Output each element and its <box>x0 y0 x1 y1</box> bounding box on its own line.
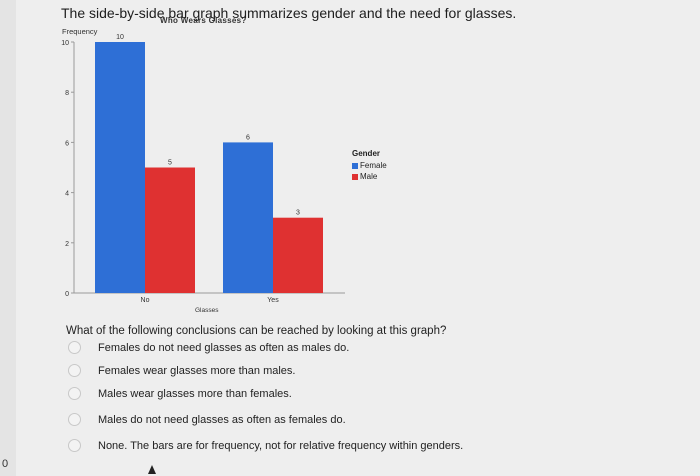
radio-button[interactable] <box>68 364 81 377</box>
legend-title: Gender <box>352 149 381 158</box>
bar-value-label: 3 <box>296 210 300 217</box>
answer-option-2[interactable]: Females wear glasses more than males. <box>68 364 295 377</box>
y-axis-label: Frequency <box>62 27 98 36</box>
mouse-cursor <box>148 465 156 474</box>
answer-option-label: None. The bars are for frequency, not fo… <box>98 439 464 452</box>
y-tick-label: 4 <box>65 191 69 198</box>
bar-male-no <box>145 167 195 293</box>
legend-swatch-male <box>352 173 358 180</box>
legend-item-female: Female <box>352 161 387 170</box>
chart-legend: Gender Female Male <box>352 149 387 183</box>
edge-mark: 0 <box>2 458 9 470</box>
answer-option-3[interactable]: Males wear glasses more than females. <box>68 387 292 400</box>
bar-value-label: 6 <box>246 134 250 141</box>
y-tick-label: 2 <box>65 241 69 248</box>
y-tick-label: 6 <box>65 140 69 147</box>
photo-edge <box>0 0 16 476</box>
x-category-label: Yes <box>267 297 279 304</box>
legend-label-male: Male <box>360 172 378 181</box>
radio-button[interactable] <box>68 387 81 400</box>
question-prompt: What of the following conclusions can be… <box>66 325 447 337</box>
radio-button[interactable] <box>68 413 81 426</box>
bar-male-yes <box>273 217 323 293</box>
bar-female-no <box>95 42 145 293</box>
answer-option-label: Males wear glasses more than females. <box>98 387 292 400</box>
radio-button[interactable] <box>68 341 81 354</box>
chart-title: Who Wears Glasses? <box>160 16 247 25</box>
legend-item-male: Male <box>352 172 387 181</box>
y-tick-label: 0 <box>65 291 69 298</box>
answer-option-label: Females do not need glasses as often as … <box>98 341 350 354</box>
legend-label-female: Female <box>360 161 387 170</box>
bar-value-label: 10 <box>116 34 124 41</box>
y-tick-label: 10 <box>61 40 69 47</box>
answer-option-label: Females wear glasses more than males. <box>98 364 296 377</box>
question-title: The side-by-side bar graph summarizes ge… <box>61 5 517 21</box>
answer-option-label: Males do not need glasses as often as fe… <box>98 413 346 426</box>
bar-female-yes <box>223 142 273 293</box>
bar-value-label: 5 <box>168 160 172 167</box>
y-tick-label: 8 <box>65 90 69 97</box>
x-axis-label: Glasses <box>195 307 219 314</box>
radio-button[interactable] <box>68 439 81 452</box>
x-category-label: No <box>141 297 150 304</box>
legend-swatch-female <box>352 162 358 169</box>
answer-option-1[interactable]: Females do not need glasses as often as … <box>68 341 349 354</box>
answer-option-4[interactable]: Males do not need glasses as often as fe… <box>68 413 346 426</box>
answer-option-5[interactable]: None. The bars are for frequency, not fo… <box>68 439 463 452</box>
